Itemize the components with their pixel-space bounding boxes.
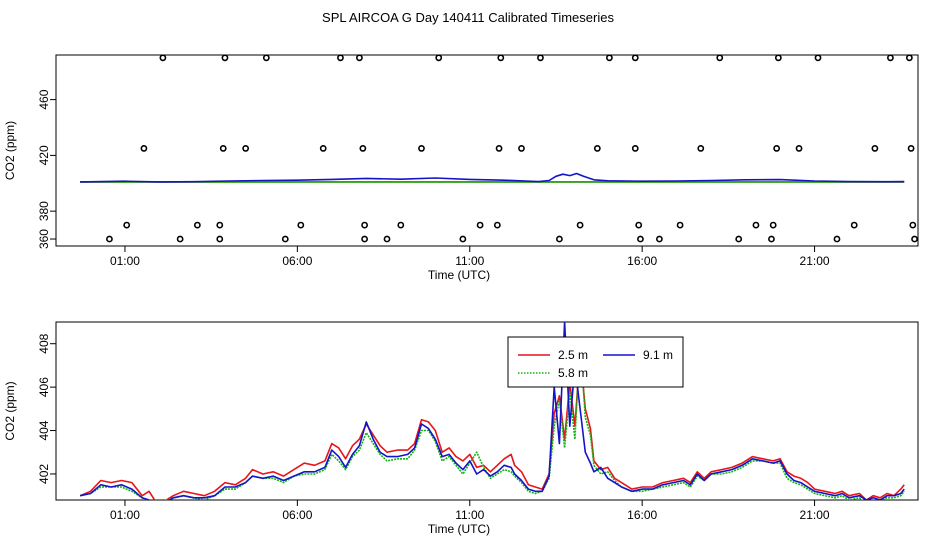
data-point [359,145,367,152]
data-point [814,54,822,62]
data-point [697,145,705,152]
legend-box [507,336,684,388]
series-line-green [79,340,905,500]
data-point [216,235,224,243]
top-panel: 01:00 06:00 11:00 16:00 21:00 360 380 420 460 Tim… [3,54,919,282]
y-axis-label: CO2 (ppm) [3,121,17,180]
data-point [631,145,639,152]
data-point [159,54,167,62]
chart-title: SPL AIRCOA G Day 140411 Calibrated Times… [322,10,614,25]
data-point [356,54,363,62]
plot-area [80,172,905,183]
data-point [518,145,525,152]
data-point [871,145,879,152]
data-point [774,54,782,62]
data-point [795,145,803,152]
legend: 2.5 m 5.8 m 9.1 m [507,336,684,388]
legend-label: 5.8 m [558,366,588,380]
x-tick-label: 16:00 [627,254,657,268]
data-point [383,235,391,243]
data-point [219,145,227,152]
data-point [637,235,644,243]
data-point [631,54,639,62]
data-point [459,235,467,243]
data-point [911,235,918,243]
data-point [361,221,368,229]
data-point [850,221,858,229]
data-point [176,235,184,243]
plot-area [79,322,905,500]
data-point [768,235,775,243]
y-tick-label: 406 [37,377,51,397]
x-tick-label: 01:00 [110,508,140,522]
x-tick-label: 21:00 [800,254,830,268]
data-point [635,221,643,229]
data-point [418,145,425,152]
data-point [242,145,250,152]
data-point [361,235,368,243]
x-tick-label: 06:00 [282,508,312,522]
data-point [556,235,563,243]
y-tick-label: 404 [37,420,51,440]
x-tick-label: 21:00 [800,508,830,522]
plot-frame [55,321,919,501]
x-tick-label: 01:00 [110,254,140,268]
x-tick-label: 06:00 [282,254,312,268]
data-point [656,235,663,243]
data-point [905,54,913,62]
data-point [476,221,484,229]
series-line-blue [79,322,905,500]
y-tick-label: 408 [37,333,51,353]
x-tick-label: 11:00 [455,254,484,268]
data-point [337,54,344,62]
data-point [397,221,405,229]
data-point [216,221,224,229]
data-point [593,145,601,152]
y-tick-label: 402 [37,464,51,484]
data-point [495,145,503,152]
data-point [833,235,841,243]
y-tick-label: 460 [37,89,51,109]
x-axis-label: Time (UTC) [428,522,490,536]
data-point [716,54,724,62]
data-point [297,221,305,229]
data-point [606,54,613,62]
series-line-blue [80,172,905,183]
data-point [773,145,781,152]
plot-frame [55,54,919,247]
data-point [735,235,743,243]
data-point [319,145,327,152]
legend-label: 2.5 m [558,348,588,362]
data-point [123,221,131,229]
y-axis-label: CO2 (ppm) [3,381,17,440]
data-point [140,145,148,152]
data-point [193,221,201,229]
bottom-panel: 01:00 06:00 11:00 16:00 21:00 402 404 406 408 Tim… [3,321,919,536]
data-point [281,235,289,243]
data-point [435,54,443,62]
x-tick-label: 16:00 [627,508,657,522]
data-point [537,54,544,62]
data-point [676,221,684,229]
data-point [907,145,915,152]
legend-label: 9.1 m [643,348,673,362]
series-line-red [79,351,905,500]
data-point [106,235,113,243]
data-point [576,221,584,229]
data-point [262,54,270,62]
data-point [769,221,777,229]
data-point [887,54,894,62]
data-point [493,221,501,229]
data-point [497,54,505,62]
data-point [909,221,917,229]
data-point [221,54,229,62]
x-tick-label: 11:00 [455,508,484,522]
y-tick-label: 360 [37,229,51,249]
y-tick-label: 380 [37,201,51,221]
y-tick-label: 420 [37,145,51,165]
data-point [752,221,760,229]
x-axis-label: Time (UTC) [428,268,490,282]
